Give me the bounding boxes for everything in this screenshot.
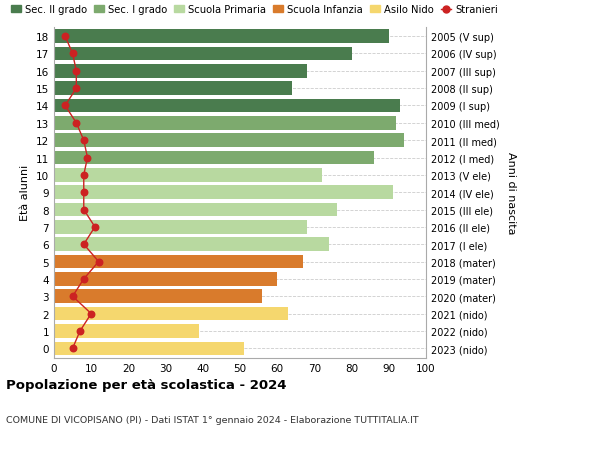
- Y-axis label: Anni di nascita: Anni di nascita: [506, 151, 516, 234]
- Bar: [54, 65, 307, 78]
- Point: [79, 275, 89, 283]
- Point: [68, 50, 77, 58]
- Point: [71, 85, 81, 93]
- Bar: [54, 100, 400, 113]
- Y-axis label: Età alunni: Età alunni: [20, 165, 31, 221]
- Bar: [54, 290, 262, 303]
- Bar: [54, 134, 404, 148]
- Bar: [54, 221, 307, 234]
- Bar: [54, 203, 337, 217]
- Bar: [54, 82, 292, 96]
- Bar: [54, 273, 277, 286]
- Point: [61, 34, 70, 41]
- Bar: [54, 117, 396, 130]
- Point: [79, 207, 89, 214]
- Point: [71, 120, 81, 127]
- Point: [61, 103, 70, 110]
- Point: [79, 137, 89, 145]
- Bar: [54, 307, 289, 321]
- Bar: [54, 151, 374, 165]
- Bar: [54, 255, 303, 269]
- Point: [68, 293, 77, 300]
- Point: [79, 172, 89, 179]
- Point: [71, 68, 81, 75]
- Point: [94, 258, 103, 266]
- Bar: [54, 169, 322, 182]
- Bar: [54, 342, 244, 355]
- Text: Popolazione per età scolastica - 2024: Popolazione per età scolastica - 2024: [6, 379, 287, 392]
- Bar: [54, 238, 329, 252]
- Legend: Sec. II grado, Sec. I grado, Scuola Primaria, Scuola Infanzia, Asilo Nido, Stran: Sec. II grado, Sec. I grado, Scuola Prim…: [11, 5, 497, 15]
- Point: [90, 224, 100, 231]
- Point: [68, 345, 77, 352]
- Bar: [54, 186, 392, 200]
- Text: COMUNE DI VICOPISANO (PI) - Dati ISTAT 1° gennaio 2024 - Elaborazione TUTTITALIA: COMUNE DI VICOPISANO (PI) - Dati ISTAT 1…: [6, 415, 419, 425]
- Point: [79, 189, 89, 196]
- Point: [79, 241, 89, 248]
- Point: [86, 310, 96, 318]
- Bar: [54, 48, 352, 61]
- Bar: [54, 30, 389, 44]
- Bar: [54, 325, 199, 338]
- Point: [83, 155, 92, 162]
- Point: [75, 328, 85, 335]
